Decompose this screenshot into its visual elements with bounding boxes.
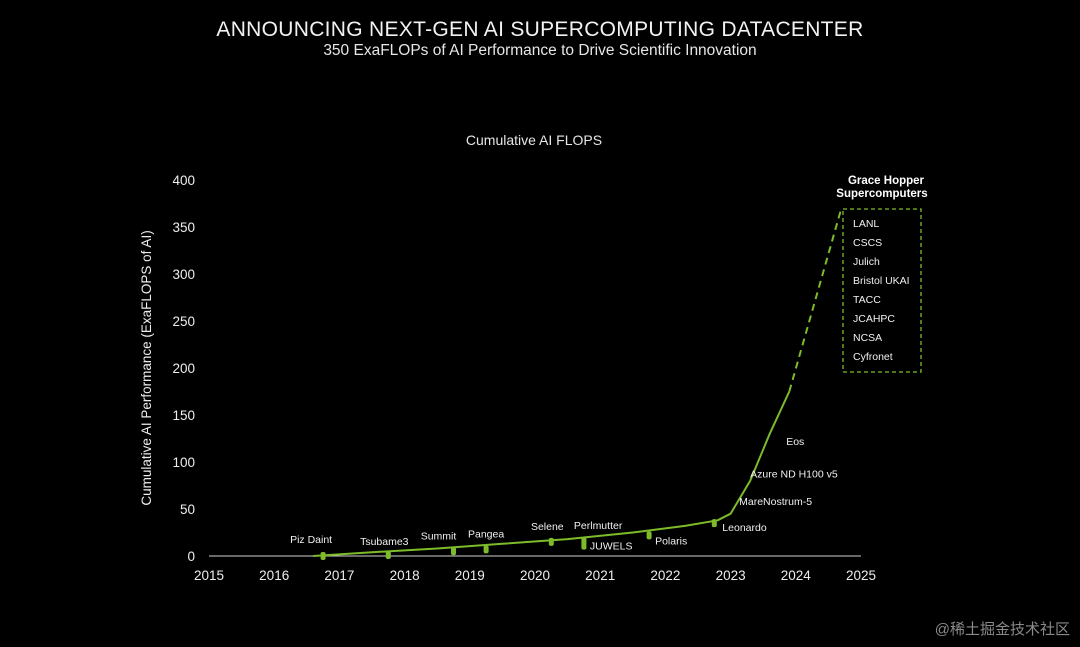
- data-point-label: Pangea: [468, 528, 504, 540]
- annotation-item: TACC: [853, 294, 881, 306]
- data-point-label: Leonardo: [722, 522, 767, 534]
- y-tick-label: 50: [180, 502, 195, 517]
- y-tick-label: 250: [172, 314, 195, 329]
- y-axis-label: Cumulative AI Performance (ExaFLOPS of A…: [139, 230, 154, 505]
- annotation-item: JCAHPC: [853, 313, 895, 325]
- data-point-label: Summit: [421, 530, 457, 542]
- headline: ANNOUNCING NEXT-GEN AI SUPERCOMPUTING DA…: [216, 18, 864, 41]
- y-tick-label: 100: [172, 455, 195, 470]
- data-point-marker: [581, 541, 587, 550]
- y-tick-label: 150: [172, 408, 195, 423]
- projection-line: [788, 207, 843, 392]
- y-tick-label: 400: [172, 173, 195, 188]
- annotation-box: [842, 208, 922, 373]
- y-tick-label: 350: [172, 220, 195, 235]
- data-point-marker: [646, 531, 652, 540]
- data-point-label: Tsubame3: [360, 536, 409, 548]
- data-point-marker: [711, 519, 717, 528]
- data-point-label: JUWELS: [590, 541, 633, 553]
- y-tick-label: 200: [172, 361, 195, 376]
- x-tick-label: 2021: [585, 568, 615, 583]
- x-tick-label: 2016: [259, 568, 289, 583]
- data-point-marker: [548, 537, 554, 546]
- x-tick-label: 2022: [650, 568, 680, 583]
- annotation-item: Bristol UKAI: [853, 275, 910, 287]
- cumulative-flops-line: [313, 391, 791, 557]
- y-tick-label: 0: [187, 549, 195, 564]
- annotation-item: Cyfronet: [853, 351, 893, 363]
- data-point-label: Piz Daint: [290, 534, 332, 546]
- watermark: @稀土掘金技术社区: [934, 621, 1070, 638]
- data-point-label: Perlmutter: [574, 520, 623, 532]
- data-point-marker: [483, 545, 489, 554]
- x-tick-label: 2017: [324, 568, 354, 583]
- x-tick-label: 2015: [194, 568, 224, 583]
- data-point-marker: [320, 552, 326, 560]
- data-point-marker: [385, 551, 391, 560]
- x-tick-label: 2019: [455, 568, 485, 583]
- annotation-title-line1: Grace Hopper: [848, 175, 925, 187]
- chart-title: Cumulative AI FLOPS: [465, 132, 603, 148]
- data-point-marker: [451, 547, 456, 556]
- data-point-label: Polaris: [655, 535, 687, 547]
- annotation-item: NCSA: [853, 332, 882, 344]
- y-tick-label: 300: [172, 267, 195, 282]
- data-point-label: Eos: [786, 436, 804, 448]
- data-point-label: Selene: [531, 521, 564, 533]
- data-point-label: Azure ND H100 v5: [750, 468, 838, 480]
- annotation-item: CSCS: [853, 237, 882, 249]
- annotation-item: Julich: [853, 256, 880, 268]
- data-point-label: MareNostrum-5: [739, 496, 812, 508]
- x-tick-label: 2020: [520, 568, 550, 583]
- annotation-title-line2: Supercomputers: [836, 188, 927, 200]
- subheadline: 350 ExaFLOPs of AI Performance to Drive …: [323, 42, 757, 59]
- x-tick-label: 2025: [846, 568, 876, 583]
- annotation-item: LANL: [853, 218, 879, 230]
- x-tick-label: 2023: [716, 568, 746, 583]
- x-tick-label: 2024: [781, 568, 812, 583]
- x-tick-label: 2018: [390, 568, 420, 583]
